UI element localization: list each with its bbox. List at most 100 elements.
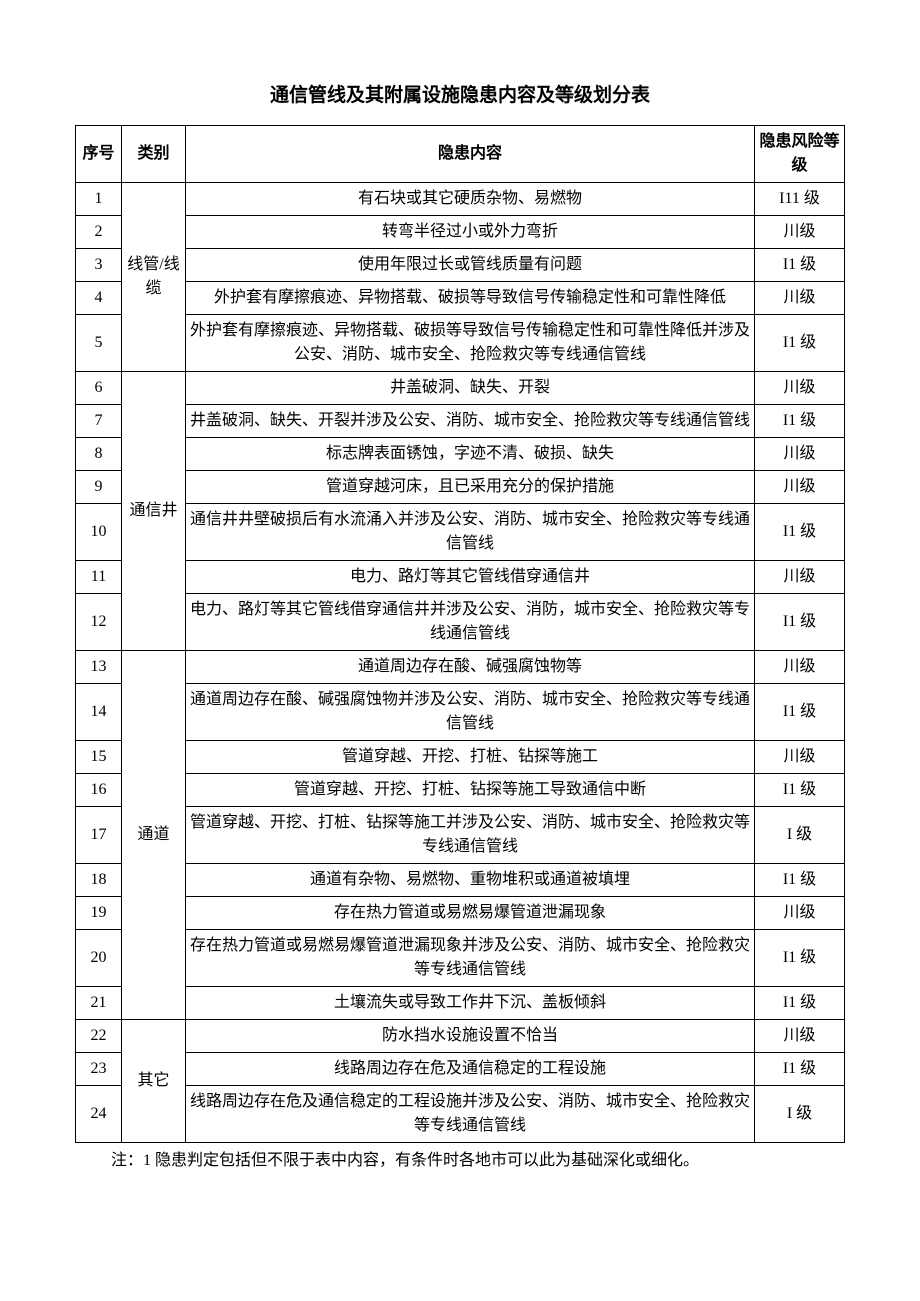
table-row: 10 通信井井壁破损后有水流涌入并涉及公安、消防、城市安全、抢险救灾等专线通信管… [76,504,845,561]
cell-content: 通信井井壁破损后有水流涌入并涉及公安、消防、城市安全、抢险救灾等专线通信管线 [186,504,755,561]
cell-category: 通道 [122,651,186,1020]
cell-level: I11 级 [755,183,845,216]
cell-content: 通道有杂物、易燃物、重物堆积或通道被填埋 [186,864,755,897]
table-row: 19 存在热力管道或易燃易爆管道泄漏现象 川级 [76,897,845,930]
cell-index: 9 [76,471,122,504]
cell-content: 管道穿越、开挖、打桩、钻探等施工并涉及公安、消防、城市安全、抢险救灾等专线通信管… [186,807,755,864]
cell-category: 线管/线缆 [122,183,186,372]
cell-index: 22 [76,1020,122,1053]
cell-level: I1 级 [755,249,845,282]
cell-content: 管道穿越、开挖、打桩、钻探等施工导致通信中断 [186,774,755,807]
table-row: 3 使用年限过长或管线质量有问题 I1 级 [76,249,845,282]
cell-content: 使用年限过长或管线质量有问题 [186,249,755,282]
cell-content: 外护套有摩擦痕迹、异物搭载、破损等导致信号传输稳定性和可靠性降低 [186,282,755,315]
table-row: 20 存在热力管道或易燃易爆管道泄漏现象并涉及公安、消防、城市安全、抢险救灾等专… [76,930,845,987]
cell-level: I1 级 [755,594,845,651]
table-row: 15 管道穿越、开挖、打桩、钻探等施工 川级 [76,741,845,774]
cell-index: 14 [76,684,122,741]
cell-level: 川级 [755,897,845,930]
cell-index: 16 [76,774,122,807]
table-row: 24 线路周边存在危及通信稳定的工程设施并涉及公安、消防、城市安全、抢险救灾等专… [76,1086,845,1143]
table-row: 17 管道穿越、开挖、打桩、钻探等施工并涉及公安、消防、城市安全、抢险救灾等专线… [76,807,845,864]
table-row: 13 通道 通道周边存在酸、碱强腐蚀物等 川级 [76,651,845,684]
cell-index: 13 [76,651,122,684]
table-header-row: 序号 类别 隐患内容 隐患风险等级 [76,126,845,183]
cell-level: I1 级 [755,864,845,897]
table-row: 7 井盖破洞、缺失、开裂并涉及公安、消防、城市安全、抢险救灾等专线通信管线 I1… [76,405,845,438]
table-row: 12 电力、路灯等其它管线借穿通信井并涉及公安、消防，城市安全、抢险救灾等专线通… [76,594,845,651]
cell-index: 11 [76,561,122,594]
cell-level: I1 级 [755,1053,845,1086]
cell-index: 4 [76,282,122,315]
header-index: 序号 [76,126,122,183]
cell-level: I1 级 [755,774,845,807]
cell-index: 21 [76,987,122,1020]
cell-index: 20 [76,930,122,987]
cell-level: I1 级 [755,405,845,438]
cell-content: 有石块或其它硬质杂物、易燃物 [186,183,755,216]
table-title: 通信管线及其附属设施隐患内容及等级划分表 [75,80,845,107]
table-row: 6 通信井 井盖破洞、缺失、开裂 川级 [76,372,845,405]
cell-level: 川级 [755,471,845,504]
cell-index: 1 [76,183,122,216]
cell-content: 井盖破洞、缺失、开裂并涉及公安、消防、城市安全、抢险救灾等专线通信管线 [186,405,755,438]
table-footnote: 注：1 隐患判定包括但不限于表中内容，有条件时各地市可以此为基础深化或细化。 [75,1149,845,1173]
table-row: 8 标志牌表面锈蚀，字迹不清、破损、缺失 川级 [76,438,845,471]
table-row: 23 线路周边存在危及通信稳定的工程设施 I1 级 [76,1053,845,1086]
cell-index: 7 [76,405,122,438]
cell-content: 标志牌表面锈蚀，字迹不清、破损、缺失 [186,438,755,471]
table-row: 2 转弯半径过小或外力弯折 川级 [76,216,845,249]
cell-index: 10 [76,504,122,561]
cell-level: I1 级 [755,684,845,741]
cell-level: 川级 [755,216,845,249]
cell-content: 电力、路灯等其它管线借穿通信井并涉及公安、消防，城市安全、抢险救灾等专线通信管线 [186,594,755,651]
cell-index: 6 [76,372,122,405]
cell-level: 川级 [755,282,845,315]
table-row: 5 外护套有摩擦痕迹、异物搭载、破损等导致信号传输稳定性和可靠性降低并涉及公安、… [76,315,845,372]
table-row: 18 通道有杂物、易燃物、重物堆积或通道被填埋 I1 级 [76,864,845,897]
cell-level: 川级 [755,651,845,684]
cell-content: 通道周边存在酸、碱强腐蚀物等 [186,651,755,684]
cell-content: 土壤流失或导致工作井下沉、盖板倾斜 [186,987,755,1020]
cell-level: I 级 [755,807,845,864]
cell-content: 存在热力管道或易燃易爆管道泄漏现象 [186,897,755,930]
cell-level: I1 级 [755,504,845,561]
table-row: 16 管道穿越、开挖、打桩、钻探等施工导致通信中断 I1 级 [76,774,845,807]
cell-level: I1 级 [755,315,845,372]
table-row: 1 线管/线缆 有石块或其它硬质杂物、易燃物 I11 级 [76,183,845,216]
header-category: 类别 [122,126,186,183]
cell-index: 17 [76,807,122,864]
cell-level: I1 级 [755,930,845,987]
cell-index: 2 [76,216,122,249]
header-content: 隐患内容 [186,126,755,183]
cell-level: 川级 [755,372,845,405]
cell-content: 通道周边存在酸、碱强腐蚀物并涉及公安、消防、城市安全、抢险救灾等专线通信管线 [186,684,755,741]
cell-level: 川级 [755,1020,845,1053]
cell-content: 井盖破洞、缺失、开裂 [186,372,755,405]
cell-content: 管道穿越、开挖、打桩、钻探等施工 [186,741,755,774]
table-row: 14 通道周边存在酸、碱强腐蚀物并涉及公安、消防、城市安全、抢险救灾等专线通信管… [76,684,845,741]
cell-category: 通信井 [122,372,186,651]
cell-content: 电力、路灯等其它管线借穿通信井 [186,561,755,594]
cell-category: 其它 [122,1020,186,1143]
cell-content: 线路周边存在危及通信稳定的工程设施 [186,1053,755,1086]
cell-index: 23 [76,1053,122,1086]
table-row: 21 土壤流失或导致工作井下沉、盖板倾斜 I1 级 [76,987,845,1020]
cell-index: 12 [76,594,122,651]
hazard-table: 序号 类别 隐患内容 隐患风险等级 1 线管/线缆 有石块或其它硬质杂物、易燃物… [75,125,845,1143]
cell-index: 8 [76,438,122,471]
cell-content: 管道穿越河床，且已采用充分的保护措施 [186,471,755,504]
cell-content: 线路周边存在危及通信稳定的工程设施并涉及公安、消防、城市安全、抢险救灾等专线通信… [186,1086,755,1143]
cell-level: 川级 [755,741,845,774]
cell-level: I1 级 [755,987,845,1020]
cell-index: 18 [76,864,122,897]
cell-content: 存在热力管道或易燃易爆管道泄漏现象并涉及公安、消防、城市安全、抢险救灾等专线通信… [186,930,755,987]
cell-content: 转弯半径过小或外力弯折 [186,216,755,249]
cell-content: 外护套有摩擦痕迹、异物搭载、破损等导致信号传输稳定性和可靠性降低并涉及公安、消防… [186,315,755,372]
cell-content: 防水挡水设施设置不恰当 [186,1020,755,1053]
table-row: 11 电力、路灯等其它管线借穿通信井 川级 [76,561,845,594]
cell-index: 15 [76,741,122,774]
table-row: 9 管道穿越河床，且已采用充分的保护措施 川级 [76,471,845,504]
cell-level: I 级 [755,1086,845,1143]
cell-index: 24 [76,1086,122,1143]
